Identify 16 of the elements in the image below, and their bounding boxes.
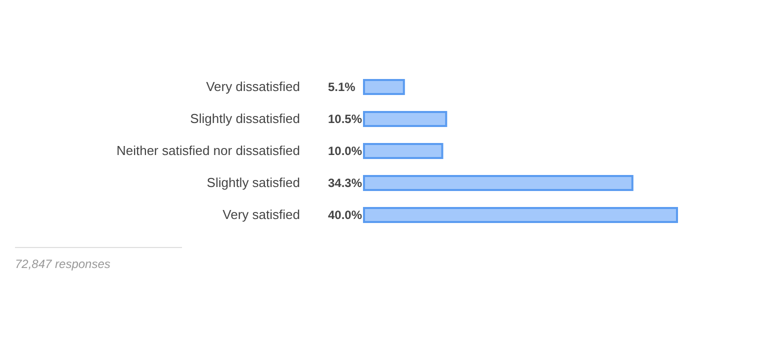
y-tick-label: Slightly satisfied bbox=[206, 175, 300, 190]
data-label: 34.3% bbox=[328, 176, 362, 190]
data-label: 5.1% bbox=[328, 80, 356, 94]
y-tick-label: Very satisfied bbox=[222, 207, 300, 222]
bar bbox=[363, 79, 405, 95]
text: 72,847 responses bbox=[15, 257, 110, 271]
data-label: 10.0% bbox=[328, 144, 362, 158]
bar bbox=[363, 111, 448, 127]
y-tick-label: Very dissatisfied bbox=[206, 79, 300, 94]
bar bbox=[363, 175, 634, 191]
data-label: 40.0% bbox=[328, 208, 362, 222]
y-tick-label: Neither satisfied nor dissatisfied bbox=[116, 143, 300, 158]
y-tick-label: Slightly dissatisfied bbox=[190, 111, 300, 126]
bar bbox=[363, 143, 444, 159]
bar bbox=[363, 207, 678, 223]
data-label: 10.5% bbox=[328, 112, 362, 126]
